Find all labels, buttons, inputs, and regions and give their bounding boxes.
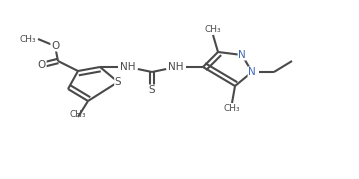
Text: O: O	[51, 41, 59, 51]
Text: CH₃: CH₃	[224, 104, 240, 113]
Text: S: S	[115, 77, 121, 87]
Text: O: O	[38, 60, 46, 70]
Text: CH₃: CH₃	[19, 35, 36, 43]
Text: S: S	[149, 85, 155, 95]
Text: CH₃: CH₃	[70, 110, 86, 119]
Text: CH₃: CH₃	[205, 25, 221, 34]
Text: NH: NH	[168, 62, 184, 72]
Text: N: N	[238, 50, 246, 60]
Text: N: N	[248, 67, 256, 77]
Text: NH: NH	[120, 62, 136, 72]
